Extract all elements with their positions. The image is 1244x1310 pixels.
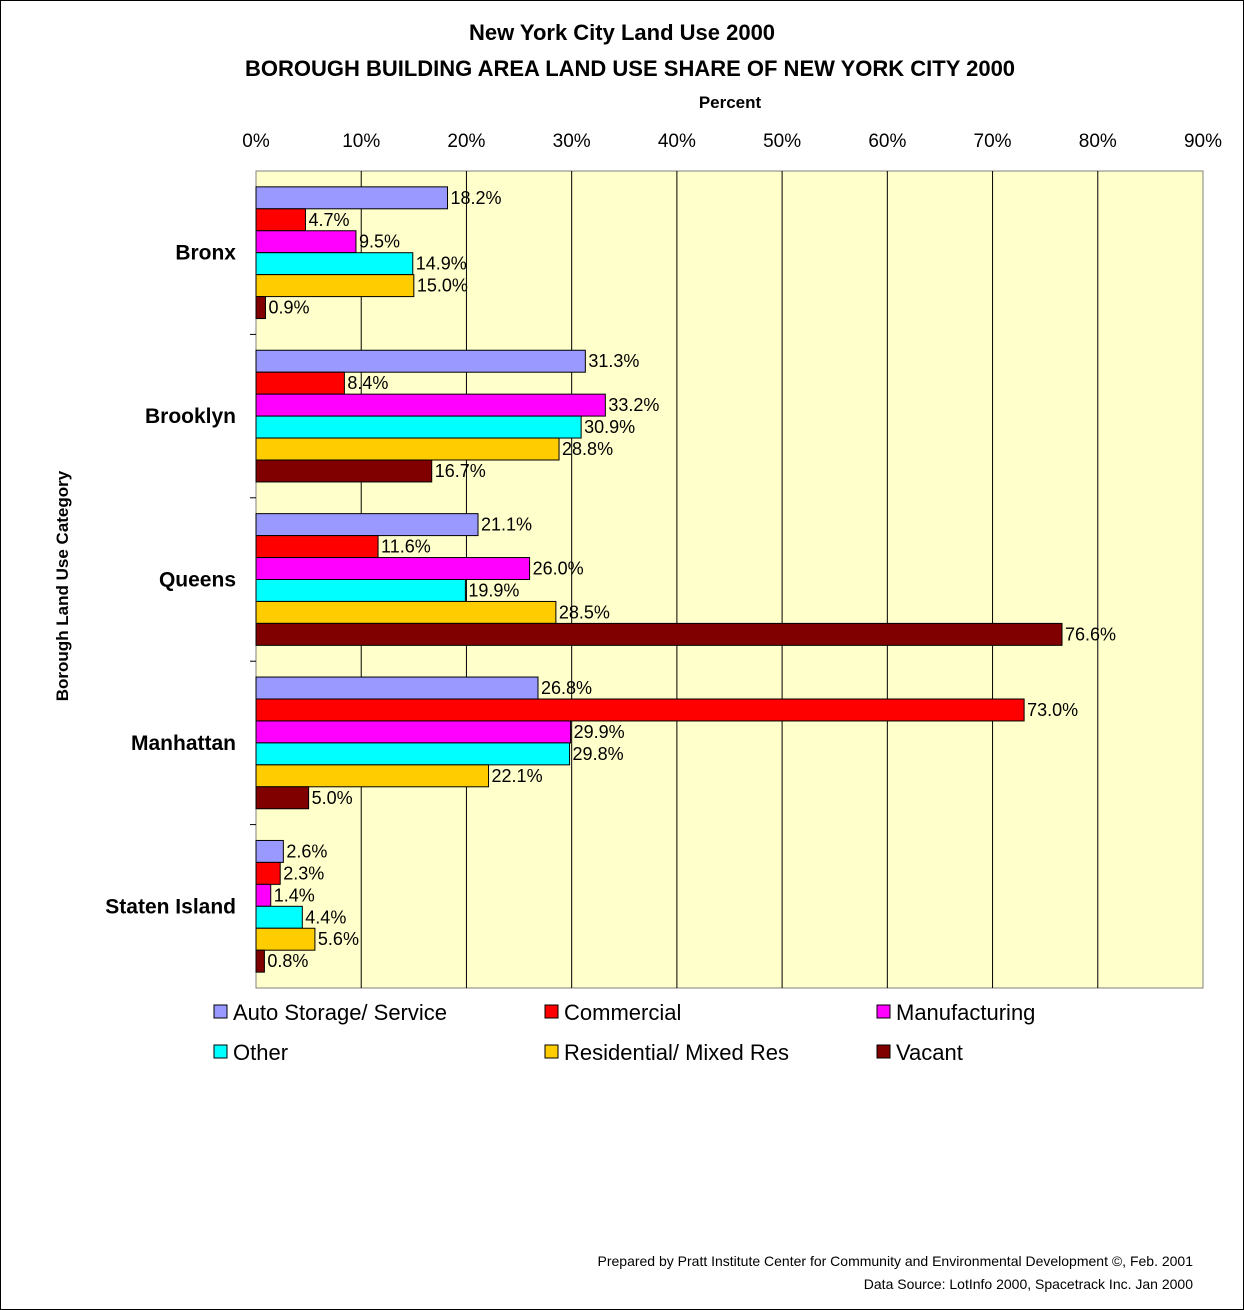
legend-label-residential-mixed-res: Residential/ Mixed Res: [564, 1040, 789, 1065]
bar-residential-mixed-res-queens: [255, 600, 557, 624]
bar-commercial-staten-island: [255, 861, 281, 885]
data-label-commercial-queens: 11.6%: [381, 537, 431, 557]
data-label-manufacturing-manhattan: 29.9%: [574, 722, 625, 742]
data-label-auto-storage-service-manhattan: 26.8%: [541, 678, 592, 698]
legend-swatch-residential-mixed-res: [544, 1044, 559, 1059]
x-tick-label: 20%: [447, 131, 485, 152]
bar-commercial-brooklyn: [255, 371, 345, 395]
x-tick-label: 60%: [868, 131, 906, 152]
bar-other-manhattan: [255, 742, 571, 766]
data-label-commercial-manhattan: 73.0%: [1027, 700, 1078, 720]
x-tick-label: 10%: [342, 131, 380, 152]
bar-other-bronx: [255, 252, 414, 276]
data-label-residential-mixed-res-staten-island: 5.6%: [318, 929, 359, 949]
legend-label-auto-storage-service: Auto Storage/ Service: [233, 1000, 447, 1025]
bar-vacant-queens: [255, 622, 1063, 646]
bar-auto-storage-service-staten-island: [255, 839, 284, 863]
data-label-vacant-staten-island: 0.8%: [267, 951, 308, 971]
bar-manufacturing-staten-island: [255, 883, 272, 907]
data-label-other-staten-island: 4.4%: [305, 907, 346, 927]
bar-other-staten-island: [255, 905, 303, 929]
bar-manufacturing-manhattan: [255, 720, 572, 744]
bar-other-brooklyn: [255, 415, 582, 439]
legend-swatch-other: [213, 1044, 228, 1059]
data-label-vacant-bronx: 0.9%: [268, 298, 309, 318]
legend: Auto Storage/ Service Commercial Manufactu…: [213, 1000, 1035, 1065]
data-label-vacant-queens: 76.6%: [1065, 624, 1116, 644]
bar-residential-mixed-res-manhattan: [255, 764, 490, 788]
bar-commercial-bronx: [255, 208, 306, 232]
data-label-other-queens: 19.9%: [468, 580, 519, 600]
x-tick-label: 40%: [658, 131, 696, 152]
footer-credit: Prepared by Pratt Institute Center for C…: [598, 1253, 1194, 1269]
x-tick-label: 50%: [763, 131, 801, 152]
legend-swatch-vacant: [876, 1044, 891, 1059]
data-label-auto-storage-service-queens: 21.1%: [481, 515, 532, 535]
data-label-residential-mixed-res-manhattan: 22.1%: [492, 766, 543, 786]
legend-swatch-auto-storage-service: [213, 1004, 228, 1019]
y-axis-title: Borough Land Use Category: [53, 470, 72, 701]
legend-swatch-manufacturing: [876, 1004, 891, 1019]
category-label-queens: Queens: [159, 569, 236, 592]
data-label-auto-storage-service-brooklyn: 31.3%: [588, 351, 639, 371]
data-label-manufacturing-queens: 26.0%: [533, 559, 584, 579]
bar-auto-storage-service-brooklyn: [255, 349, 586, 373]
bar-manufacturing-bronx: [255, 230, 357, 254]
x-tick-label: 80%: [1079, 131, 1117, 152]
bar-manufacturing-queens: [255, 557, 531, 580]
data-label-residential-mixed-res-bronx: 15.0%: [417, 276, 468, 296]
x-tick-labels: 0% 10% 20% 30% 40% 50% 60% 70% 80% 90%: [242, 131, 1222, 152]
category-label-manhattan: Manhattan: [131, 732, 236, 755]
bar-vacant-manhattan: [255, 786, 310, 810]
bar-residential-mixed-res-bronx: [255, 274, 415, 298]
bar-residential-mixed-res-brooklyn: [255, 437, 560, 461]
legend-label-manufacturing: Manufacturing: [896, 1000, 1035, 1025]
bar-auto-storage-service-bronx: [255, 186, 449, 210]
chart-title: New York City Land Use 2000: [469, 20, 775, 45]
data-label-manufacturing-bronx: 9.5%: [359, 232, 400, 252]
footer-source: Data Source: LotInfo 2000, Spacetrack In…: [864, 1276, 1193, 1292]
data-label-other-bronx: 14.9%: [416, 254, 467, 274]
data-label-other-brooklyn: 30.9%: [584, 417, 635, 437]
bars: [255, 186, 1063, 973]
legend-label-vacant: Vacant: [896, 1040, 963, 1065]
bar-auto-storage-service-manhattan: [255, 676, 539, 700]
bar-other-queens: [255, 579, 466, 602]
data-label-residential-mixed-res-queens: 28.5%: [559, 602, 610, 622]
data-label-auto-storage-service-bronx: 18.2%: [451, 188, 502, 208]
data-label-commercial-staten-island: 2.3%: [283, 863, 324, 883]
bar-residential-mixed-res-staten-island: [255, 927, 316, 951]
data-label-vacant-brooklyn: 16.7%: [435, 461, 486, 481]
x-tick-label: 30%: [553, 131, 591, 152]
chart-subtitle: BOROUGH BUILDING AREA LAND USE SHARE OF …: [245, 56, 1015, 81]
legend-label-commercial: Commercial: [564, 1000, 681, 1025]
category-labels: Bronx Brooklyn Queens Manhattan Staten Islan…: [105, 242, 236, 919]
bar-vacant-bronx: [255, 296, 266, 320]
bar-commercial-manhattan: [255, 698, 1025, 722]
data-label-manufacturing-staten-island: 1.4%: [274, 885, 315, 905]
category-label-brooklyn: Brooklyn: [145, 405, 236, 428]
bar-commercial-queens: [255, 535, 379, 559]
x-axis-title: Percent: [699, 93, 762, 112]
data-label-vacant-manhattan: 5.0%: [312, 788, 353, 808]
category-label-bronx: Bronx: [175, 242, 236, 265]
data-label-other-manhattan: 29.8%: [573, 744, 624, 764]
data-label-commercial-bronx: 4.7%: [308, 210, 349, 230]
legend-label-other: Other: [233, 1040, 288, 1065]
data-label-commercial-brooklyn: 8.4%: [347, 373, 388, 393]
x-tick-label: 0%: [242, 131, 270, 152]
data-label-residential-mixed-res-brooklyn: 28.8%: [562, 439, 613, 459]
bar-vacant-staten-island: [255, 949, 265, 973]
bar-vacant-brooklyn: [255, 459, 433, 483]
x-tick-label: 70%: [974, 131, 1012, 152]
x-tick-label: 90%: [1184, 131, 1222, 152]
legend-swatch-commercial: [544, 1004, 559, 1019]
category-label-staten-island: Staten Island: [105, 895, 236, 918]
data-label-manufacturing-brooklyn: 33.2%: [608, 395, 659, 415]
data-label-auto-storage-service-staten-island: 2.6%: [286, 841, 327, 861]
data-labels: 18.2% 31.3% 21.1% 26.8% 2.6% 4.7% 8.4% 11.6% 73.…: [267, 188, 1116, 971]
bar-manufacturing-brooklyn: [255, 393, 606, 417]
bar-auto-storage-service-queens: [255, 513, 479, 537]
